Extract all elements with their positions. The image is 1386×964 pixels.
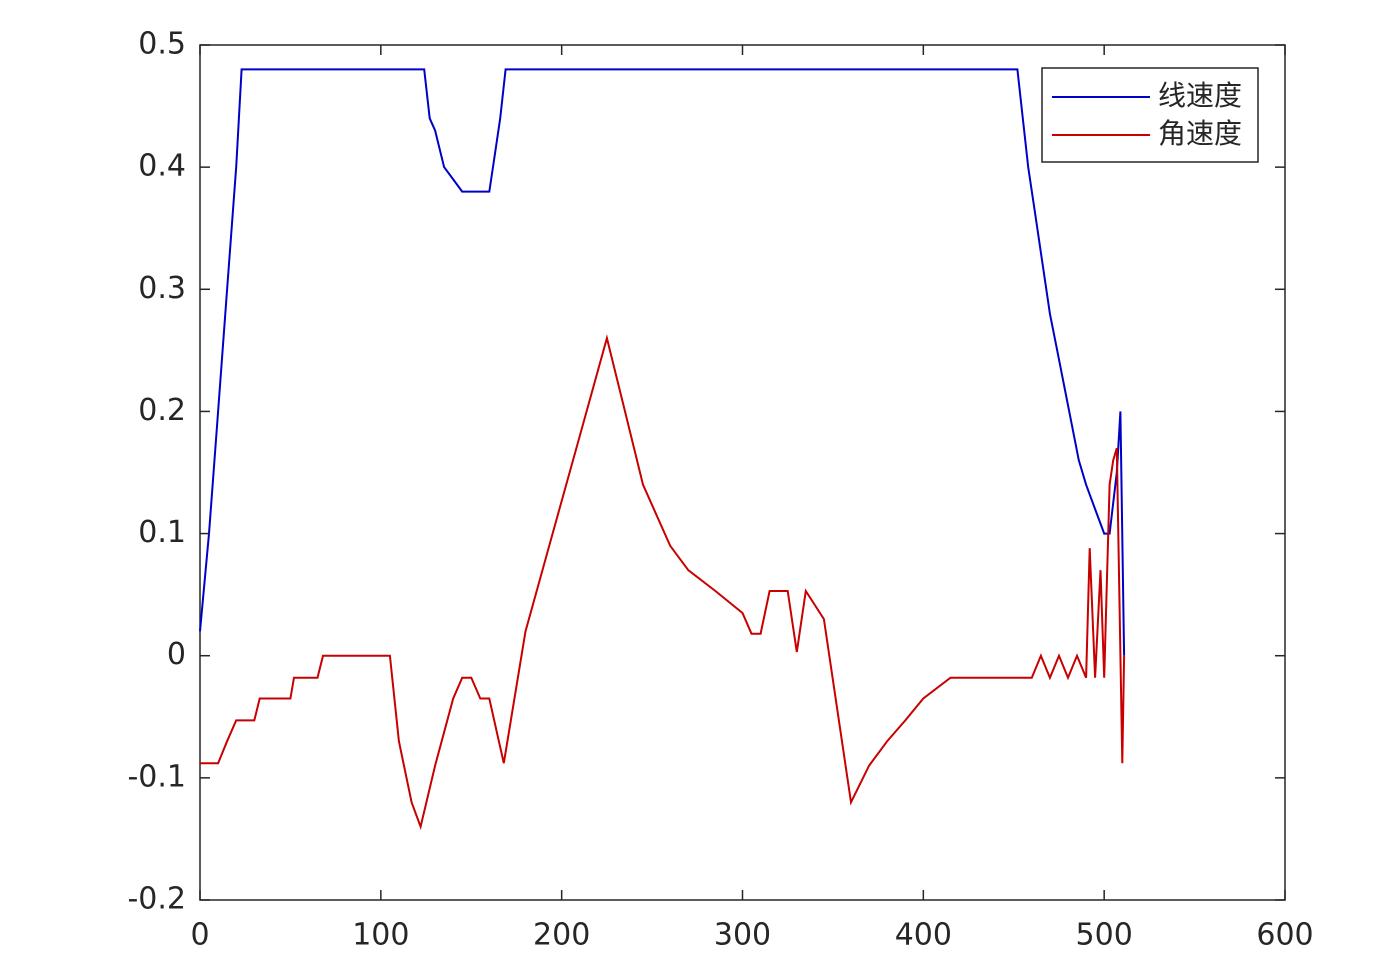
x-tick-label: 100	[352, 918, 409, 953]
x-tick-label: 300	[714, 918, 771, 953]
legend-label: 线速度	[1158, 79, 1242, 112]
legend-label: 角速度	[1158, 117, 1242, 150]
y-tick-label: 0.4	[138, 149, 186, 184]
x-tick-label: 400	[895, 918, 952, 953]
y-tick-label: -0.2	[127, 882, 186, 917]
x-tick-label: 0	[190, 918, 209, 953]
x-tick-label: 600	[1256, 918, 1313, 953]
y-tick-label: 0.5	[138, 27, 186, 62]
y-tick-label: -0.1	[127, 759, 186, 794]
plot	[199, 68, 1126, 831]
y-tick-label: 0	[167, 637, 186, 672]
x-tick-label: 200	[533, 918, 590, 953]
y-tick-label: 0.2	[138, 393, 186, 428]
y-tick-label: 0.3	[138, 271, 186, 306]
legend-box	[1041, 67, 1259, 163]
series-line	[199, 68, 1126, 656]
y-tick-label: 0.1	[138, 515, 186, 550]
x-tick-label: 500	[1076, 918, 1133, 953]
plot-frame	[199, 44, 1286, 901]
series-line	[200, 334, 1126, 831]
